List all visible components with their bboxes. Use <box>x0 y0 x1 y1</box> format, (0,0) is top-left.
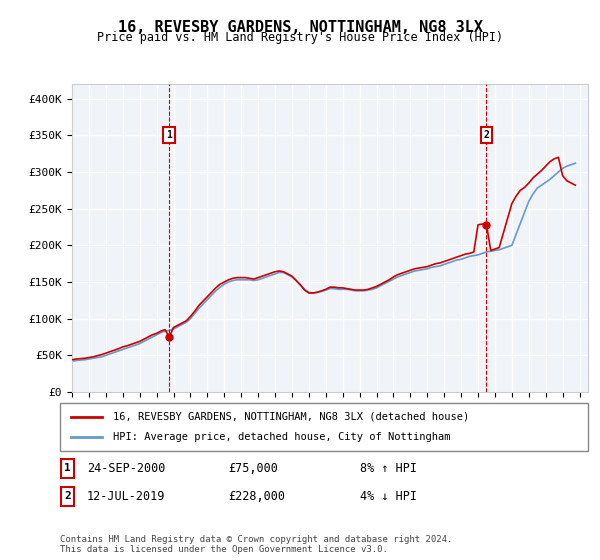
Text: 12-JUL-2019: 12-JUL-2019 <box>87 489 166 503</box>
Text: 2: 2 <box>484 130 490 141</box>
Text: HPI: Average price, detached house, City of Nottingham: HPI: Average price, detached house, City… <box>113 432 450 442</box>
Text: 2: 2 <box>64 491 71 501</box>
Text: 8% ↑ HPI: 8% ↑ HPI <box>360 461 417 475</box>
Text: Contains HM Land Registry data © Crown copyright and database right 2024.
This d: Contains HM Land Registry data © Crown c… <box>60 535 452 554</box>
FancyBboxPatch shape <box>61 459 74 478</box>
Text: 1: 1 <box>64 463 71 473</box>
FancyBboxPatch shape <box>60 403 588 451</box>
Text: £75,000: £75,000 <box>228 461 278 475</box>
Text: 16, REVESBY GARDENS, NOTTINGHAM, NG8 3LX: 16, REVESBY GARDENS, NOTTINGHAM, NG8 3LX <box>118 20 482 35</box>
Text: 16, REVESBY GARDENS, NOTTINGHAM, NG8 3LX (detached house): 16, REVESBY GARDENS, NOTTINGHAM, NG8 3LX… <box>113 412 469 422</box>
FancyBboxPatch shape <box>61 487 74 506</box>
Text: 4% ↓ HPI: 4% ↓ HPI <box>360 489 417 503</box>
Text: £228,000: £228,000 <box>228 489 285 503</box>
Text: 1: 1 <box>166 130 172 141</box>
Text: 24-SEP-2000: 24-SEP-2000 <box>87 461 166 475</box>
Text: Price paid vs. HM Land Registry's House Price Index (HPI): Price paid vs. HM Land Registry's House … <box>97 31 503 44</box>
